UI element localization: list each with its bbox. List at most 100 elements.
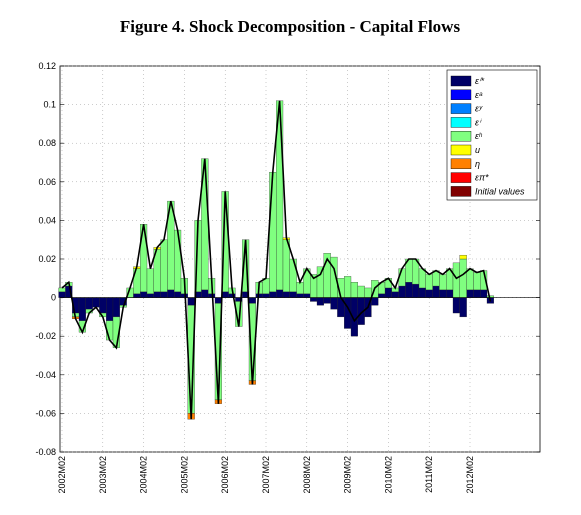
bar-segment <box>269 171 277 292</box>
legend-swatch <box>450 89 472 101</box>
legend-label: εⁱ <box>475 117 482 127</box>
x-tick-label: 2002M02 <box>57 456 67 494</box>
legend-swatch <box>450 103 472 114</box>
bar-segment <box>432 285 440 298</box>
bar-segment <box>289 291 297 298</box>
bar-segment <box>214 297 222 304</box>
bar-segment <box>208 293 216 298</box>
legend-label: Initial values <box>475 186 525 196</box>
y-tick-label: 0.08 <box>38 138 56 148</box>
bar-segment <box>439 289 447 298</box>
bar-segment <box>296 293 304 298</box>
bar-segment <box>480 289 488 298</box>
bar-segment <box>378 293 386 298</box>
bar-segment <box>303 293 311 298</box>
bar-segment <box>248 297 256 304</box>
bar-segment <box>160 239 168 292</box>
y-tick-label: -0.08 <box>35 447 56 457</box>
bar-segment <box>146 293 154 298</box>
bar-segment <box>167 289 175 298</box>
bar-segment <box>384 287 392 298</box>
legend-swatch <box>450 75 472 87</box>
bar-segment <box>174 291 182 298</box>
legend: εⁱ* εᵃ εʸ εⁱ εʰ uη επ* Initial values <box>446 69 538 201</box>
bar-segment <box>405 282 413 298</box>
bar-segment <box>106 297 114 321</box>
y-tick-label: -0.04 <box>35 370 56 380</box>
x-tick-label: 2005M02 <box>179 456 189 494</box>
bar-segment <box>459 254 467 260</box>
bar-segment <box>391 291 399 298</box>
y-tick-label: -0.06 <box>35 408 56 418</box>
bar-segment <box>99 297 107 314</box>
bar-segment <box>452 262 460 298</box>
bar-segment <box>466 289 474 298</box>
bar-segment <box>371 297 379 306</box>
bar-segment <box>153 291 161 298</box>
bar-segment <box>201 289 209 298</box>
bar-segment <box>452 297 460 314</box>
x-tick-label: 2004M02 <box>139 456 149 494</box>
bar-segment <box>289 258 297 292</box>
y-tick-label: 0.1 <box>43 100 56 110</box>
total-line <box>61 100 492 420</box>
x-tick-label: 2010M02 <box>383 456 393 494</box>
bar-segment <box>459 258 467 298</box>
bar-segment <box>316 266 324 298</box>
legend-swatch <box>450 130 472 142</box>
bar-segment <box>418 287 426 298</box>
x-tick-label: 2011M02 <box>424 456 434 493</box>
bar-segment <box>140 291 148 298</box>
legend-label: u <box>475 145 480 155</box>
x-tick-label: 2012M02 <box>465 456 475 494</box>
bar-segment <box>92 297 100 308</box>
x-tick-label: 2008M02 <box>302 456 312 494</box>
bar-segment <box>221 291 229 298</box>
legend-label: εʰ <box>475 131 483 141</box>
legend-swatch <box>450 158 472 170</box>
bar-segment <box>262 293 270 298</box>
x-tick-label: 2003M02 <box>98 456 108 494</box>
bar-segment <box>459 297 467 318</box>
bar-segment <box>276 289 284 298</box>
bar-segment <box>146 268 154 294</box>
x-tick-label: 2009M02 <box>343 456 353 494</box>
legend-label: εⁱ* <box>475 76 485 86</box>
bar-segment <box>310 297 318 302</box>
bar-segment <box>85 297 93 310</box>
y-tick-label: 0 <box>51 293 56 303</box>
bar-segment <box>425 289 433 298</box>
bar-segment <box>160 291 168 298</box>
chart-title: Figure 4. Shock Decomposition - Capital … <box>120 17 461 36</box>
bar-segment <box>282 291 290 298</box>
bar-segment <box>350 282 358 298</box>
bar-segment <box>58 291 66 298</box>
bar-segment <box>133 293 141 298</box>
bar-segment <box>316 297 324 306</box>
bar-segment <box>466 268 474 291</box>
bar-segment <box>262 278 270 294</box>
legend-label: εᵃ <box>475 90 483 100</box>
bar-segment <box>446 289 454 298</box>
bar-segment <box>432 270 440 287</box>
bar-segment <box>425 274 433 291</box>
legend-label: επ* <box>475 173 489 183</box>
legend-label: η <box>475 159 480 169</box>
y-tick-label: 0.04 <box>38 215 56 225</box>
bar-segment <box>330 297 338 310</box>
bar-segment <box>269 291 277 298</box>
legend-swatch <box>450 186 472 197</box>
bar-segment <box>473 289 481 298</box>
legend-swatch <box>450 172 472 183</box>
bar-segment <box>412 283 420 298</box>
bar-segment <box>439 274 447 291</box>
bar-segment <box>473 272 481 291</box>
bar-segment <box>323 297 331 304</box>
bar-segment <box>112 297 120 318</box>
bar-segment <box>357 285 365 298</box>
bar-segment <box>398 285 406 298</box>
legend-swatch <box>450 117 472 128</box>
legend-label: εʸ <box>475 104 483 114</box>
y-tick-label: 0.12 <box>38 61 56 71</box>
